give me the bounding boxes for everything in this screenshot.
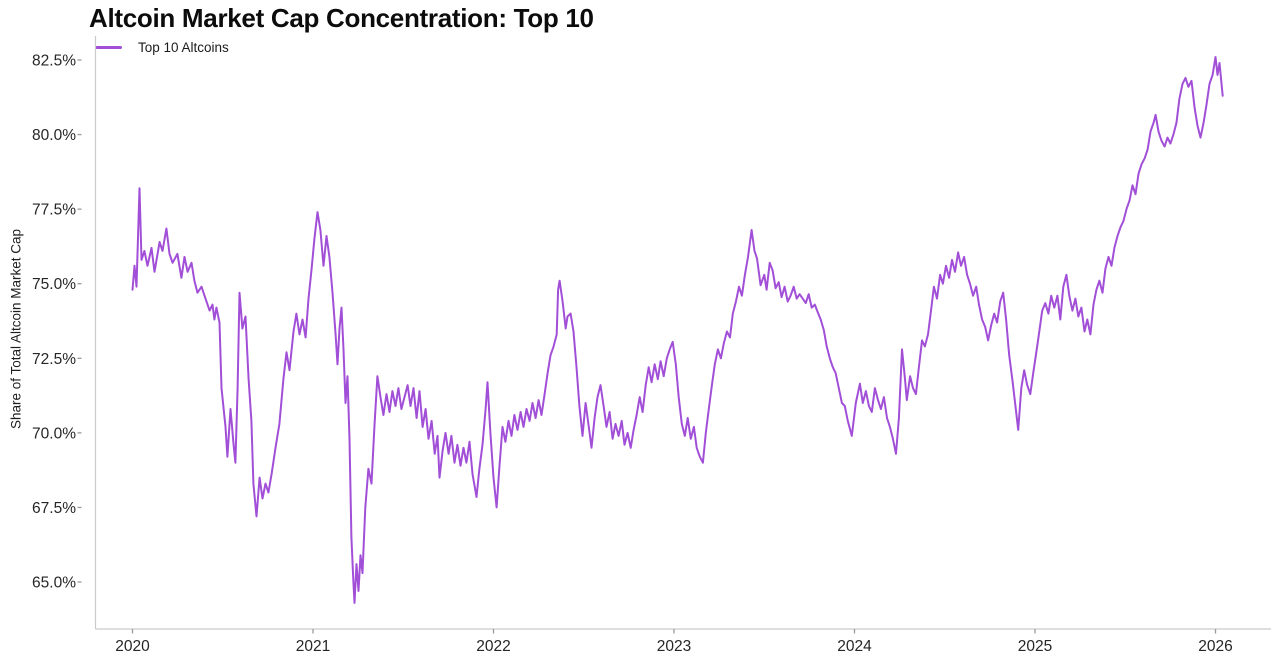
x-tick-label: 2021 xyxy=(296,638,330,655)
y-tick-label: 80.0% xyxy=(32,127,76,144)
x-tick-label: 2025 xyxy=(1018,638,1052,655)
y-tick-label: 70.0% xyxy=(32,425,76,442)
x-tick-label: 2023 xyxy=(657,638,691,655)
y-tick-label: 75.0% xyxy=(32,276,76,293)
y-tick-label: 65.0% xyxy=(32,575,76,592)
y-tick-label: 77.5% xyxy=(32,202,76,219)
chart-title: Altcoin Market Cap Concentration: Top 10 xyxy=(89,3,594,33)
top10-altcoins-series-line xyxy=(131,56,1224,604)
y-tick-label: 67.5% xyxy=(32,500,76,517)
legend-label: Top 10 Altcoins xyxy=(138,40,229,55)
legend-line-swatch xyxy=(95,46,122,49)
x-tick-label: 2026 xyxy=(1198,638,1232,655)
x-tick-label: 2020 xyxy=(115,638,150,655)
legend: Top 10 Altcoins xyxy=(95,40,229,55)
x-tick-label: 2024 xyxy=(837,638,872,655)
x-tick-label: 2022 xyxy=(476,638,510,655)
y-tick-label: 72.5% xyxy=(32,351,76,368)
y-tick-label: 82.5% xyxy=(32,53,76,70)
